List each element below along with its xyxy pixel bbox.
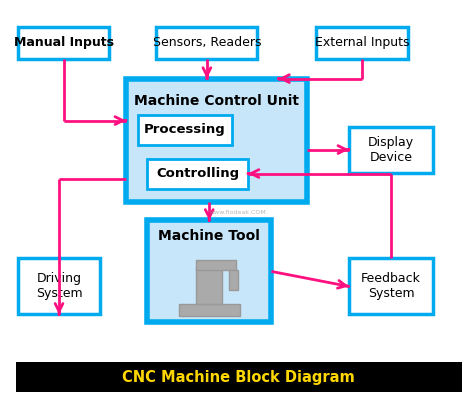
FancyBboxPatch shape: [229, 270, 237, 290]
FancyBboxPatch shape: [316, 27, 408, 59]
FancyBboxPatch shape: [18, 258, 100, 314]
Text: Display
Device: Display Device: [368, 136, 414, 164]
Text: Controlling: Controlling: [156, 167, 239, 180]
FancyBboxPatch shape: [16, 363, 462, 392]
FancyBboxPatch shape: [147, 221, 272, 322]
Text: www.flodeak.COM: www.flodeak.COM: [210, 210, 267, 215]
Text: External Inputs: External Inputs: [315, 36, 409, 49]
FancyBboxPatch shape: [349, 127, 433, 172]
FancyBboxPatch shape: [179, 304, 240, 316]
FancyBboxPatch shape: [126, 79, 307, 203]
FancyBboxPatch shape: [18, 27, 109, 59]
Text: CNC Machine Block Diagram: CNC Machine Block Diagram: [122, 370, 355, 385]
Text: Driving
System: Driving System: [36, 272, 82, 300]
Text: Processing: Processing: [144, 123, 226, 136]
FancyBboxPatch shape: [147, 158, 248, 188]
Text: Sensors, Readers: Sensors, Readers: [153, 36, 261, 49]
FancyBboxPatch shape: [196, 268, 222, 304]
FancyBboxPatch shape: [196, 260, 236, 270]
Text: Manual Inputs: Manual Inputs: [14, 36, 114, 49]
Text: Feedback
System: Feedback System: [361, 272, 421, 300]
Text: Machine Tool: Machine Tool: [158, 229, 260, 243]
FancyBboxPatch shape: [137, 115, 231, 144]
FancyBboxPatch shape: [349, 258, 433, 314]
FancyBboxPatch shape: [156, 27, 257, 59]
Text: Machine Control Unit: Machine Control Unit: [134, 93, 299, 107]
